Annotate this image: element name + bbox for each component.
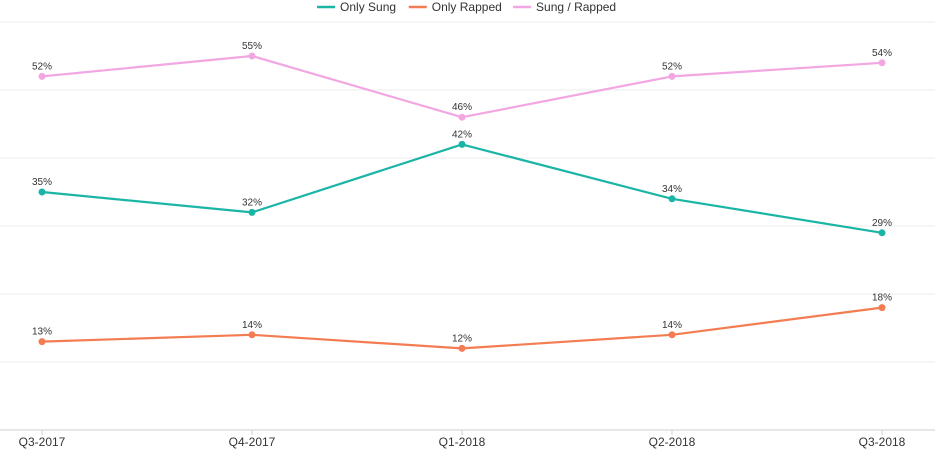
data-point-only-rapped[interactable] — [458, 344, 466, 352]
data-label-only-sung: 42% — [452, 129, 472, 140]
x-tick-label: Q1-2018 — [439, 435, 486, 449]
x-tick-label: Q4-2017 — [229, 435, 276, 449]
x-tick-label: Q3-2017 — [19, 435, 66, 449]
data-label-only-sung: 35% — [32, 177, 52, 188]
data-label-sung-rapped: 54% — [872, 48, 892, 59]
grid-lines — [0, 21, 935, 363]
data-point-sung-rapped[interactable] — [878, 59, 886, 67]
data-label-sung-rapped: 46% — [452, 102, 472, 113]
data-label-sung-rapped: 55% — [242, 41, 262, 52]
data-point-only-sung[interactable] — [248, 208, 256, 216]
data-point-only-sung[interactable] — [668, 195, 676, 203]
legend-label: Only Rapped — [432, 0, 502, 14]
data-point-only-rapped[interactable] — [668, 331, 676, 339]
data-label-only-sung: 34% — [662, 184, 682, 195]
data-label-only-rapped: 18% — [872, 293, 892, 304]
legend-item-only-sung[interactable]: Only Sung — [317, 0, 396, 14]
data-point-only-rapped[interactable] — [38, 338, 46, 346]
data-point-sung-rapped[interactable] — [248, 52, 256, 60]
data-label-only-rapped: 12% — [452, 333, 472, 344]
data-point-only-sung[interactable] — [38, 188, 46, 196]
data-point-only-sung[interactable] — [458, 140, 466, 148]
data-point-only-sung[interactable] — [878, 229, 886, 237]
series-group — [38, 52, 886, 352]
x-tick-label: Q3-2018 — [859, 435, 906, 449]
legend-label: Sung / Rapped — [536, 0, 616, 14]
x-axis: Q3-2017 Q4-2017 Q1-2018 Q2-2018 Q3-2018 — [0, 429, 935, 449]
legend: Only Sung Only Rapped Sung / Rapped — [317, 0, 616, 14]
legend-label: Only Sung — [340, 0, 396, 14]
data-label-sung-rapped: 52% — [662, 61, 682, 72]
data-point-only-rapped[interactable] — [878, 304, 886, 312]
data-label-only-sung: 32% — [242, 197, 262, 208]
data-label-only-sung: 29% — [872, 218, 892, 229]
x-tick-label: Q2-2018 — [649, 435, 696, 449]
data-label-only-rapped: 14% — [662, 320, 682, 331]
data-point-sung-rapped[interactable] — [38, 72, 46, 80]
data-label-only-rapped: 14% — [242, 320, 262, 331]
data-label-only-rapped: 13% — [32, 327, 52, 338]
legend-item-only-rapped[interactable]: Only Rapped — [408, 0, 502, 14]
data-point-only-rapped[interactable] — [248, 331, 256, 339]
data-labels: 35% 32% 42% 34% 29% 13% 14% 12% 14% 18% 52% 55% 46% 5… — [32, 41, 892, 344]
data-point-sung-rapped[interactable] — [668, 72, 676, 80]
legend-item-sung-rapped[interactable]: Sung / Rapped — [513, 0, 616, 14]
data-point-sung-rapped[interactable] — [458, 113, 466, 121]
data-label-sung-rapped: 52% — [32, 61, 52, 72]
